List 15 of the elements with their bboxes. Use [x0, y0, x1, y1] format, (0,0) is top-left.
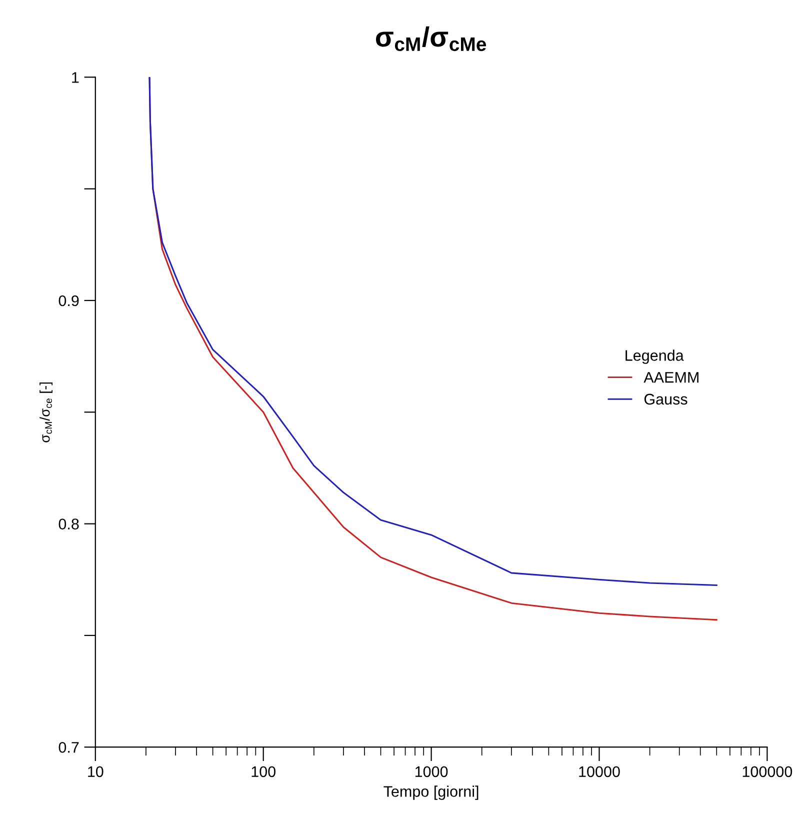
y-tick-label: 0.8: [58, 518, 79, 530]
x-tick-label: 100000: [742, 766, 792, 778]
chart-title: σ$_{cM}$/σ$_{cMe}$: [376, 26, 486, 52]
legend-label: Gauss: [644, 394, 688, 405]
x-axis-title: Tempo [giorni]: [384, 786, 478, 800]
y-tick-label: 0.7: [58, 742, 79, 753]
y-axis-title: σ$_{cM}$/σ$_{ce}$ [-]: [40, 382, 53, 442]
x-tick-label: 10: [88, 766, 104, 778]
x-tick-label: 100: [252, 766, 276, 778]
x-tick-label: 10000: [579, 766, 620, 778]
x-tick-label: 1000: [415, 766, 448, 778]
y-tick-label: 1: [72, 72, 79, 83]
legend-title: Legenda: [626, 350, 684, 364]
y-tick-label: 0.9: [58, 295, 79, 306]
legend-label: AAEMM: [644, 372, 698, 383]
